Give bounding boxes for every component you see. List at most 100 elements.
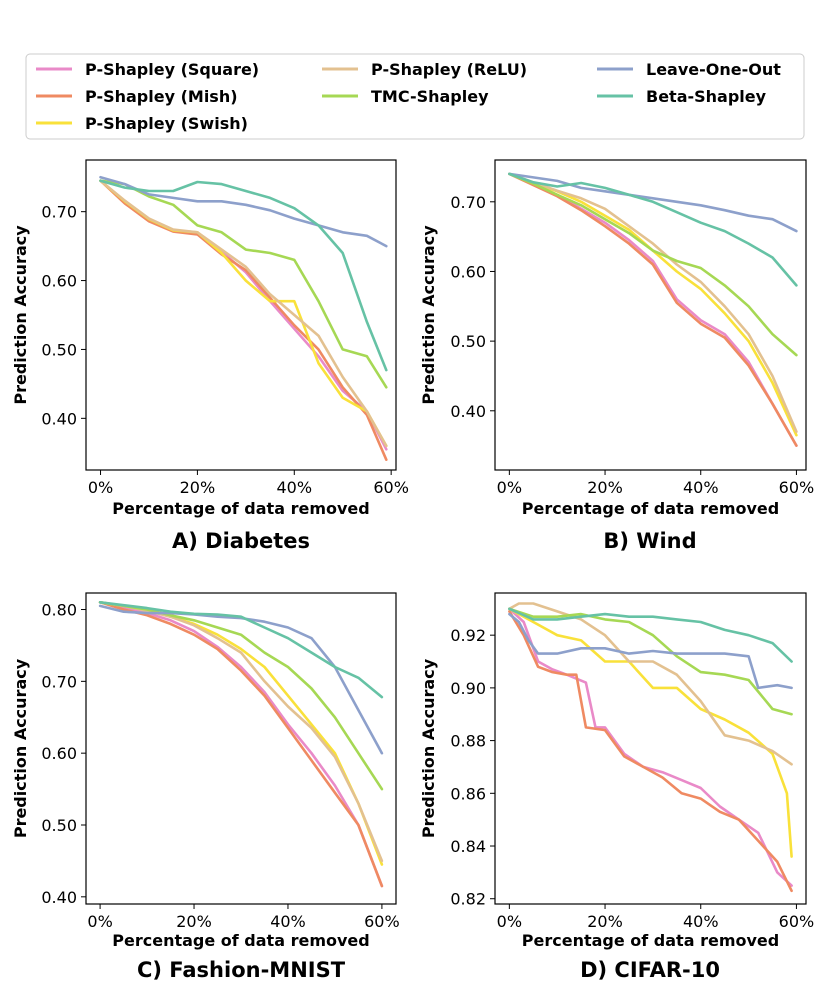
series-line-tmc [99,179,388,389]
y-tick-label: 0.60 [450,262,486,281]
series-line-relu [508,602,793,766]
y-tick-label: 0.40 [41,888,77,907]
y-tick-label: 0.50 [41,340,77,359]
legend-item-swish: P-Shapley (Swish) [36,114,248,133]
x-tick-label: 20% [180,478,216,497]
series-line-mish [99,179,388,461]
series-line-loo [508,612,793,690]
panel-title: D) CIFAR-10 [580,958,720,982]
legend-label: P-Shapley (ReLU) [371,60,527,79]
chart-panel-2: 0% 20% 40% 60% 0.40 0.50 0.60 0.70 Percentage of… [419,159,815,553]
y-tick-label: 0.50 [450,332,486,351]
series-line-beta [508,607,793,663]
legend-item-beta: Beta-Shapley [597,87,767,106]
x-tick-label: 40% [277,478,313,497]
x-tick-label: 20% [587,912,623,931]
legend-label: Beta-Shapley [646,87,767,106]
panels: 0% 20% 40% 60% 0.40 0.50 0.60 0.70 Percentage of… [11,159,815,982]
x-tick-label: 40% [683,912,719,931]
legend-frame [25,53,805,140]
x-tick-label: 40% [683,478,719,497]
panel-title: A) Diabetes [172,529,310,553]
legend-item-mish: P-Shapley (Mish) [36,87,238,106]
chart-panel-1: 0% 20% 40% 60% 0.40 0.50 0.60 0.70 Percentage of… [11,159,409,553]
series-line-square [508,172,798,447]
x-tick-label: 60% [779,478,815,497]
series-line-swish [98,601,384,866]
x-tick-label: 60% [364,912,400,931]
chart-panel-4: 0% 20% 40% 60% 0.82 0.84 0.86 0.88 0.90 0.92 Perce… [419,592,815,982]
legend-label: Leave-One-Out [646,60,781,79]
y-tick-label: 0.40 [41,409,77,428]
series-line-loo [98,604,384,755]
series-line-square [99,179,388,451]
y-tick-label: 0.70 [41,203,77,222]
x-tick-label: 0% [88,478,113,497]
y-tick-label: 0.90 [450,679,486,698]
y-tick-label: 0.82 [450,890,486,909]
y-tick-label: 0.50 [41,816,77,835]
y-tick-label: 0.88 [450,732,486,751]
y-axis-label: Prediction Accuracy [11,225,30,405]
series-line-relu [98,601,384,863]
x-axis-label: Percentage of data removed [522,931,779,950]
y-tick-label: 0.70 [41,672,77,691]
y-tick-label: 0.60 [41,744,77,763]
y-tick-label: 0.70 [450,193,486,212]
y-tick-label: 0.40 [450,402,486,421]
series-line-tmc [98,601,384,791]
x-tick-label: 0% [497,478,522,497]
x-tick-label: 0% [87,912,112,931]
panel-title: B) Wind [603,529,696,553]
series-line-tmc [508,172,798,357]
axes-frame [85,592,397,905]
legend: P-Shapley (Square) P-Shapley (Mish) P-Shap… [25,53,805,140]
y-axis-label: Prediction Accuracy [11,658,30,838]
y-tick-label: 0.60 [41,272,77,291]
series-line-loo [99,175,388,248]
panel-title: C) Fashion-MNIST [137,958,346,982]
series-group [98,601,384,888]
x-tick-label: 60% [373,478,409,497]
legend-item-relu: P-Shapley (ReLU) [322,60,527,79]
series-group [508,172,798,447]
series-line-relu [508,172,798,433]
series-group [508,602,793,893]
x-tick-label: 40% [270,912,306,931]
x-tick-label: 0% [497,912,522,931]
series-group [99,175,388,461]
legend-label: P-Shapley (Square) [85,60,259,79]
chart-panel-3: 0% 20% 40% 60% 0.40 0.50 0.60 0.70 0.80 Percentag… [11,592,400,982]
series-line-beta [99,179,388,372]
y-tick-label: 0.80 [41,601,77,620]
legend-item-loo: Leave-One-Out [597,60,781,79]
x-axis-label: Percentage of data removed [112,499,369,518]
series-line-swish [508,172,798,437]
series-line-mish [508,610,793,893]
series-line-mish [508,172,798,447]
legend-label: P-Shapley (Swish) [85,114,248,133]
series-line-relu [99,179,388,448]
legend-label: TMC-Shapley [371,87,489,106]
legend-item-tmc: TMC-Shapley [322,87,489,106]
y-axis-label: Prediction Accuracy [419,225,438,405]
axes-frame [494,592,807,905]
y-tick-label: 0.84 [450,837,486,856]
axes-frame [85,159,397,471]
y-tick-label: 0.86 [450,784,486,803]
x-tick-label: 60% [779,912,815,931]
series-line-beta [98,601,384,699]
y-tick-label: 0.92 [450,626,486,645]
series-line-beta [508,172,798,287]
series-line-swish [508,607,793,858]
series-line-swish [99,179,388,448]
x-axis-label: Percentage of data removed [112,931,369,950]
legend-item-square: P-Shapley (Square) [36,60,259,79]
series-line-square [98,601,384,888]
series-line-loo [508,172,798,233]
series-line-tmc [508,607,793,716]
axes-frame [494,159,807,471]
legend-label: P-Shapley (Mish) [85,87,238,106]
x-axis-label: Percentage of data removed [522,499,779,518]
